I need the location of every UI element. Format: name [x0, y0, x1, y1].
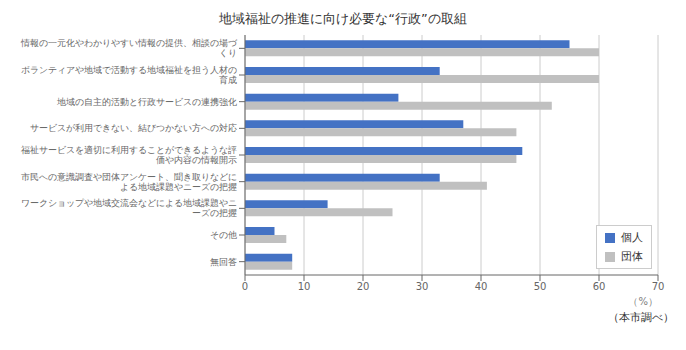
svg-text:20: 20: [357, 281, 370, 292]
svg-text:福祉サービスを適切に利用することができるような評価や内容の情: 福祉サービスを適切に利用することができるような評価や内容の情報開示: [21, 145, 237, 165]
svg-text:（%）: （%）: [628, 296, 658, 307]
svg-text:10: 10: [298, 281, 311, 292]
svg-text:地域の自主的活動と行政サービスの連携強化: 地域の自主的活動と行政サービスの連携強化: [56, 97, 237, 107]
svg-text:60: 60: [593, 281, 606, 292]
svg-text:その他: その他: [210, 230, 237, 240]
svg-text:市民への意識調査や団体アンケート、聞き取りなどによる地域課題: 市民への意識調査や団体アンケート、聞き取りなどによる地域課題やニーズの把握: [21, 172, 237, 192]
html-text:団体: 団体: [621, 250, 643, 263]
svg-text:50: 50: [534, 281, 547, 292]
svg-text:サービスが利用できない、結びつかない方への対応: サービスが利用できない、結びつかない方への対応: [30, 123, 237, 133]
svg-text:70: 70: [652, 281, 665, 292]
svg-text:ワークショップや地域交流会などによる地域課題やニーズの把握: ワークショップや地域交流会などによる地域課題やニーズの把握: [21, 198, 237, 218]
svg-text:40: 40: [475, 281, 488, 292]
svg-text:ボランティアや地域で活動する地域福祉を担う人材の育成: ボランティアや地域で活動する地域福祉を担う人材の育成: [21, 65, 237, 85]
html-text:地域福祉の推進に向け必要な“行政”の取組: 地域福祉の推進に向け必要な“行政”の取組: [219, 11, 467, 26]
svg-text:30: 30: [416, 281, 429, 292]
svg-text:無回答: 無回答: [210, 257, 237, 267]
svg-text:0: 0: [242, 281, 248, 292]
html-text:個人: 個人: [621, 231, 643, 244]
html-text:（本市調べ）: （本市調べ）: [608, 311, 674, 324]
svg-text:情報の一元化やわかりやすい情報の提供、相談の場づくり: 情報の一元化やわかりやすい情報の提供、相談の場づくり: [20, 38, 238, 58]
